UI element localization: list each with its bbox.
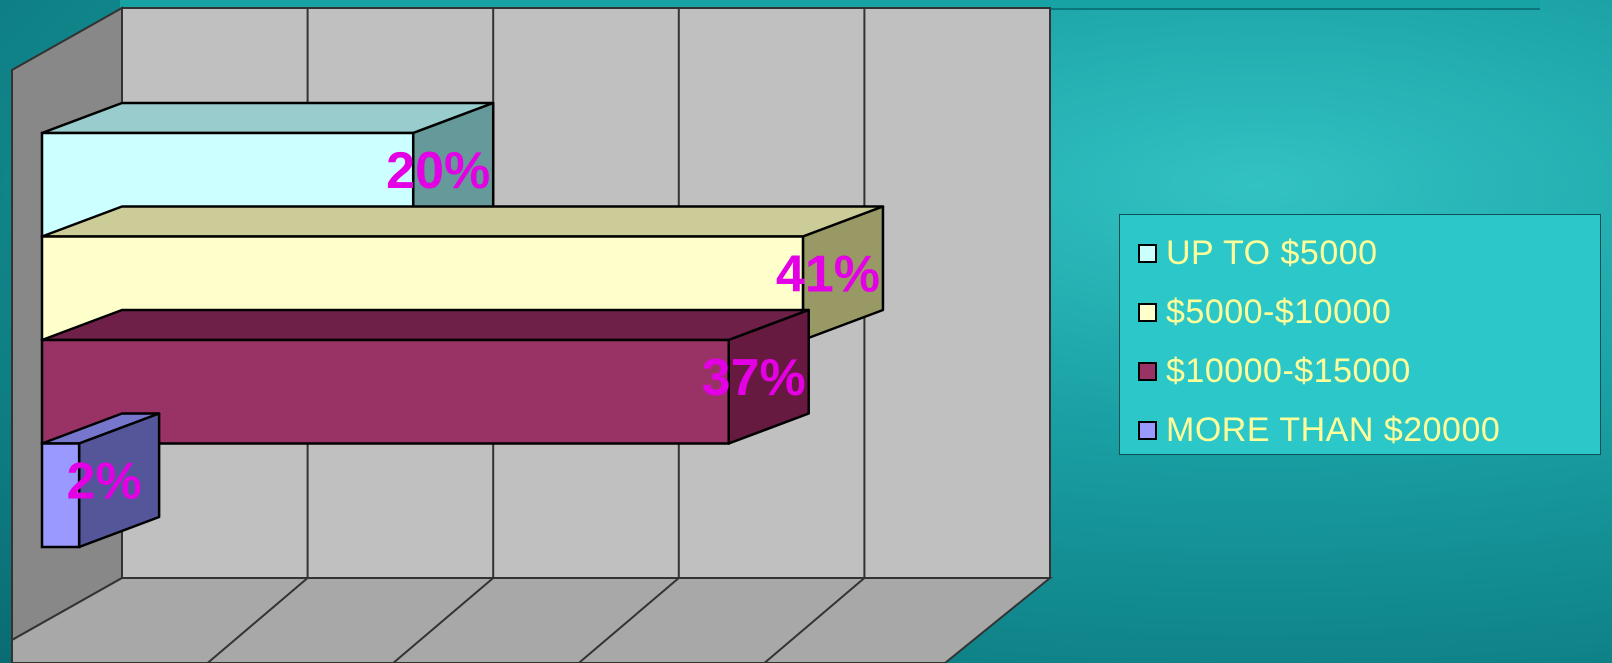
data-labels: 20% 41% 37% 2% [67, 142, 880, 511]
bar-top-face [40, 205, 885, 238]
legend-label: $5000-$10000 [1166, 293, 1392, 331]
bar-group [40, 412, 161, 549]
floor-gridline [763, 577, 866, 663]
floor-gridline [206, 577, 309, 663]
bar [40, 442, 81, 549]
chart-bars [40, 101, 885, 549]
bar-top-face [40, 308, 810, 342]
data-label: 37% [702, 349, 806, 407]
legend-item: $5000-$10000 [1138, 283, 1600, 342]
legend-swatch [1138, 362, 1157, 381]
data-label: 20% [386, 142, 490, 200]
floor [11, 577, 1053, 663]
legend-item: $10000-$15000 [1138, 342, 1600, 401]
data-label: 41% [776, 246, 880, 304]
bar-group [40, 308, 810, 445]
floor-gridline [392, 577, 494, 663]
floor-gridline [578, 577, 680, 663]
legend: UP TO $5000 $5000-$10000 $10000-$15000 M… [1119, 214, 1601, 455]
legend-swatch [1138, 244, 1157, 263]
data-label: 2% [67, 453, 142, 511]
legend-label: MORE THAN $20000 [1166, 411, 1501, 449]
legend-item: MORE THAN $20000 [1138, 401, 1600, 460]
legend-label: $10000-$15000 [1166, 352, 1411, 390]
legend-swatch [1138, 303, 1157, 322]
legend-item: UP TO $5000 [1138, 224, 1600, 283]
legend-label: UP TO $5000 [1166, 234, 1378, 272]
legend-swatch [1138, 421, 1157, 440]
